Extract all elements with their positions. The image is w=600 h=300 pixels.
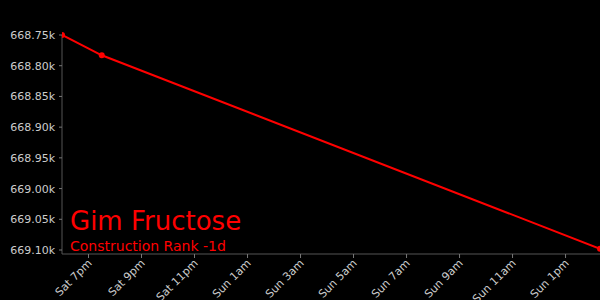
y-tick xyxy=(59,65,62,66)
y-tick-label: 668.80k xyxy=(10,60,55,73)
marker xyxy=(597,246,600,252)
y-tick xyxy=(59,219,62,220)
y-tick-label: 669.00k xyxy=(10,183,55,196)
y-tick-label: 669.05k xyxy=(10,213,55,226)
y-tick xyxy=(59,96,62,97)
x-tick xyxy=(353,254,354,258)
x-tick-label: Sat 11pm xyxy=(154,257,201,300)
subtitle: Construction Rank -1d xyxy=(70,238,226,254)
x-tick xyxy=(459,254,460,258)
background xyxy=(0,0,600,300)
x-tick-label: Sun 1am xyxy=(210,257,254,300)
x-tick-label: Sun 9am xyxy=(422,257,466,300)
x-tick xyxy=(406,254,407,258)
x-tick-label: Sun 3am xyxy=(263,257,307,300)
x-tick xyxy=(141,254,142,258)
y-axis xyxy=(62,35,63,254)
x-tick-label: Sun 5am xyxy=(316,257,360,300)
x-tick xyxy=(300,254,301,258)
y-tick-label: 669.10k xyxy=(10,244,55,257)
x-tick xyxy=(88,254,89,258)
y-tick-label: 668.85k xyxy=(10,90,55,103)
title: Gim Fructose xyxy=(70,206,241,236)
x-tick-label: Sun 1pm xyxy=(528,257,572,300)
x-tick-label: Sun 7am xyxy=(369,257,413,300)
x-tick-label: Sun 11am xyxy=(470,257,519,300)
marker xyxy=(62,32,65,38)
x-tick-label: Sat 7pm xyxy=(53,257,95,299)
y-tick-label: 668.75k xyxy=(10,29,55,42)
y-tick xyxy=(59,188,62,189)
marker xyxy=(99,52,105,58)
x-tick-label: Sat 9pm xyxy=(106,257,148,299)
y-tick xyxy=(59,127,62,128)
y-tick-label: 668.95k xyxy=(10,152,55,165)
chart: 668.75k 668.80k 668.85k 668.90k 668.95k 669.0… xyxy=(0,0,600,300)
y-tick xyxy=(59,250,62,251)
x-tick xyxy=(194,254,195,258)
y-tick-label: 668.90k xyxy=(10,121,55,134)
y-tick xyxy=(59,35,62,36)
plot-area xyxy=(62,32,600,252)
y-tick xyxy=(59,157,62,158)
x-tick xyxy=(512,254,513,258)
x-tick xyxy=(247,254,248,258)
line xyxy=(62,35,600,249)
x-tick xyxy=(565,254,566,258)
